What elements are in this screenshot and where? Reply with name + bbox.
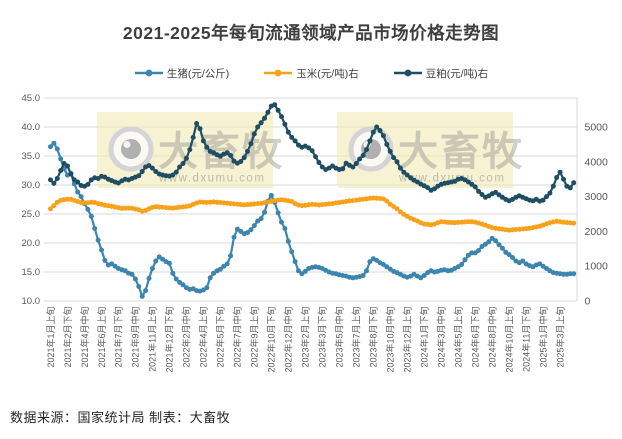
x-axis-tick: 2022年7月中旬 — [232, 307, 243, 368]
series-pig-line — [48, 140, 577, 299]
legend-label-soymeal: 豆粕(元/吨)右 — [425, 67, 489, 80]
x-axis-tick: 2022年10月下旬 — [266, 307, 277, 373]
x-axis-tick: 2023年8月下旬 — [368, 307, 379, 368]
x-axis-tick: 2021年1月上旬 — [45, 307, 56, 368]
x-axis-tick: 2022年4月上旬 — [198, 307, 209, 368]
watermark-brand-text: 大畜牧 — [398, 130, 524, 174]
left-axis-tick: 30.0 — [22, 180, 41, 191]
series-corn-line — [48, 195, 577, 233]
x-axis-tick: 2024年11月下旬 — [520, 307, 531, 372]
x-axis-tick: 2021年7月下旬 — [113, 307, 124, 368]
x-axis-tick: 2023年10月中旬 — [385, 307, 396, 373]
x-axis-tick: 2022年9月上旬 — [249, 307, 260, 368]
left-axis-tick: 10.0 — [22, 296, 41, 307]
x-axis-tick: 2021年2月下旬 — [62, 307, 73, 368]
watermark-brand-text: 大畜牧 — [158, 130, 284, 174]
x-axis-tick: 2023年7月上旬 — [351, 307, 362, 368]
x-axis-tick: 2024年6月下旬 — [469, 307, 480, 368]
legend-label-pig: 生猪(元/公斤) — [166, 67, 230, 80]
x-axis-tick: 2023年5月中旬 — [334, 307, 345, 368]
x-axis-tick: 2021年9月中旬 — [130, 307, 141, 368]
watermark-url-text: www.dxumu.com — [398, 173, 505, 185]
legend-item-corn: 玉米(元/吨)右 — [263, 66, 359, 81]
left-axis-tick: 45.0 — [22, 93, 41, 104]
x-axis-tick: 2024年3月中旬 — [436, 307, 447, 368]
x-axis-tick: 2022年2月中旬 — [181, 307, 192, 368]
x-axis-tick: 2023年3月下旬 — [317, 307, 328, 368]
x-axis-tick: 2024年10月上旬 — [503, 307, 514, 373]
x-axis-tick: 2025年3月上旬 — [554, 307, 565, 368]
x-axis-tick: 2021年12月下旬 — [164, 307, 175, 373]
legend-label-corn: 玉米(元/吨)右 — [296, 67, 359, 80]
x-axis-tick: 2022年12月中旬 — [283, 307, 294, 373]
left-axis-tick: 40.0 — [22, 122, 41, 133]
right-axis-tick: 1000 — [585, 261, 609, 273]
axis-labels: 45.0 40.0 35.0 30.0 25.0 20.0 15.0 10.0 5000 4000… — [22, 93, 609, 372]
x-axis-tick: 2024年8月中旬 — [486, 307, 497, 368]
left-axis-tick: 15.0 — [22, 267, 41, 278]
legend-item-soymeal: 豆粕(元/吨)右 — [393, 66, 488, 81]
chart-title: 2021-2025年每旬流通领域产品市场价格走势图 — [122, 23, 500, 43]
x-axis-tick: 2021年6月上旬 — [96, 307, 107, 368]
right-axis-tick: 3000 — [585, 191, 609, 203]
left-axis-tick: 35.0 — [22, 151, 41, 162]
x-axis-tick: 2023年2月上旬 — [300, 307, 311, 368]
x-axis-tick: 2025年1月中旬 — [537, 307, 548, 368]
legend-marker-icon-corn — [264, 69, 293, 77]
left-axis-tick: 25.0 — [22, 209, 41, 220]
x-axis-tick: 2021年4月中旬 — [79, 307, 90, 368]
chart-legend: 生猪(元/公斤) 玉米(元/吨)右 豆粕(元/吨)右 — [0, 64, 622, 82]
source-note: 数据来源：国家统计局 制表：大畜牧 — [10, 410, 231, 425]
right-axis-tick: 2000 — [585, 226, 609, 238]
left-axis-tick: 20.0 — [22, 238, 41, 249]
legend-item-pig: 生猪(元/公斤) — [134, 66, 229, 81]
right-axis-tick: 4000 — [585, 156, 609, 168]
x-axis-tick: 2022年5月下旬 — [215, 307, 226, 368]
watermark-url-text: www.dxumu.com — [158, 173, 265, 185]
legend-marker-icon-pig — [134, 69, 163, 77]
legend-marker-icon-soymeal — [393, 69, 422, 77]
x-axis-tick: 2023年12月上旬 — [402, 307, 413, 373]
series-soymeal-line — [48, 102, 577, 204]
x-axis-tick: 2024年5月上旬 — [452, 307, 463, 368]
x-axis-tick: 2021年11月上旬 — [147, 307, 158, 372]
right-axis-tick: 0 — [585, 296, 591, 308]
right-axis-tick: 5000 — [585, 122, 609, 134]
x-axis-tick: 2024年1月下旬 — [419, 307, 430, 368]
